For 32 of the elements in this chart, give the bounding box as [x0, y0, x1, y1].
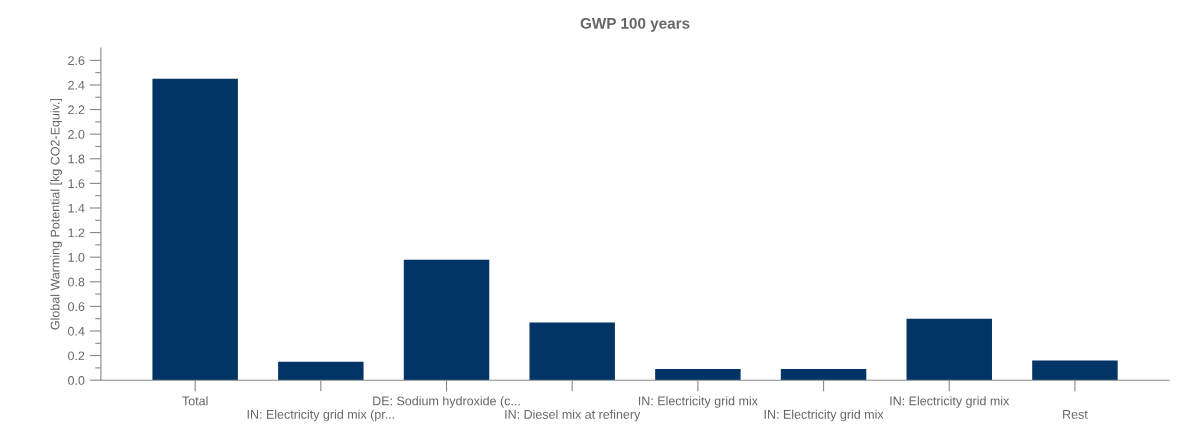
bar — [152, 78, 238, 381]
x-tick-label: Rest — [1063, 410, 1088, 419]
y-tick-label: 2.2 — [68, 105, 85, 115]
y-tick-label: 1.6 — [68, 179, 85, 189]
y-tick-label: 0.0 — [68, 375, 85, 385]
y-tick-label: 0.2 — [68, 351, 85, 361]
y-tick-label: 1.0 — [68, 252, 85, 262]
bar — [906, 318, 992, 381]
x-tick-label: IN: Diesel mix at refinery — [505, 409, 641, 422]
y-tick-label: 1.8 — [68, 154, 85, 164]
y-tick-label: 1.4 — [68, 203, 85, 213]
x-tick-label: Total — [182, 396, 208, 406]
bar — [403, 259, 490, 381]
bar — [655, 369, 741, 381]
y-tick-label: 2.0 — [68, 129, 85, 139]
x-tick-label: IN: Electricity grid mix — [890, 396, 1010, 408]
y-tick-label: 1.2 — [68, 228, 85, 238]
y-tick-label: 2.4 — [68, 80, 85, 90]
y-tick-label: 2.6 — [68, 56, 85, 66]
bar — [1032, 360, 1118, 381]
x-tick-label: IN: Electricity grid mix (pr... — [247, 409, 395, 422]
x-tick-label: DE: Sodium hydroxide (c... — [373, 396, 520, 408]
y-axis-title: Global Warming Potential [kg CO2-Equiv.] — [50, 99, 62, 330]
y-tick-label: 0.8 — [68, 277, 85, 287]
chart-title: GWP 100 years — [580, 17, 690, 32]
bar — [529, 322, 615, 381]
bar — [780, 369, 867, 381]
bar — [278, 361, 364, 381]
x-tick-label: IN: Electricity grid mix — [764, 409, 884, 422]
x-tick-label: IN: Electricity grid mix — [638, 396, 758, 408]
y-tick-label: 0.6 — [68, 302, 85, 312]
y-tick-label: 0.4 — [68, 326, 85, 336]
